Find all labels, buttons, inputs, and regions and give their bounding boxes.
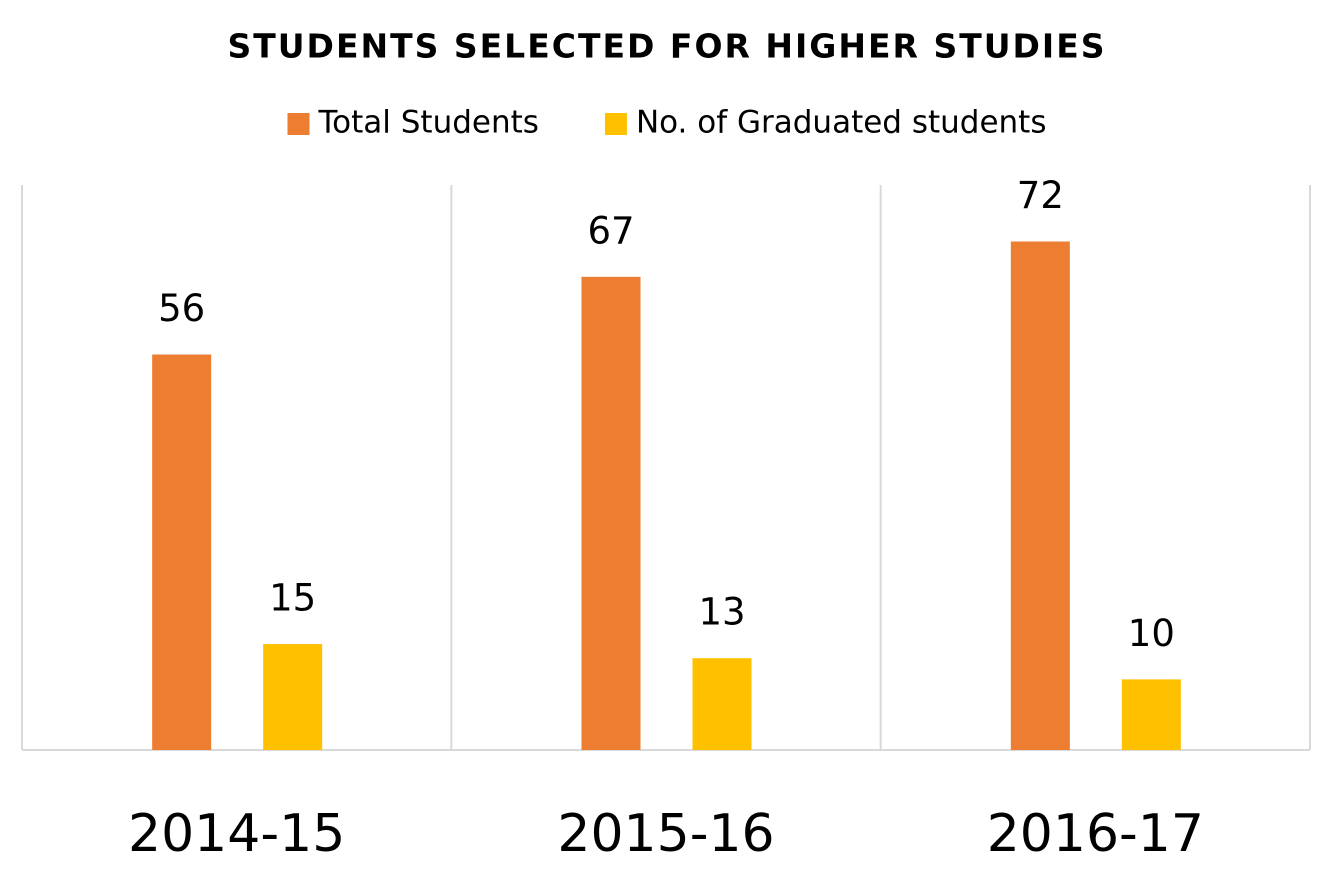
value-label: 56 [158, 287, 205, 330]
value-label: 10 [1128, 612, 1175, 655]
legend-swatch [604, 113, 627, 135]
legend-swatch [287, 113, 310, 135]
bar [152, 354, 212, 750]
value-label: 15 [269, 577, 316, 620]
bar [1121, 679, 1181, 750]
value-label: 67 [587, 209, 634, 252]
bar [263, 644, 323, 750]
value-label: 13 [698, 591, 745, 634]
legend-label: Total Students [318, 105, 539, 141]
legend-label: No. of Graduated students [636, 105, 1047, 141]
x-tick-label: 2014-15 [128, 804, 345, 864]
bar [692, 658, 752, 750]
x-tick-label: 2016-17 [987, 804, 1204, 864]
x-tick-label: 2015-16 [557, 804, 774, 864]
bar [1010, 241, 1070, 750]
bar [581, 276, 641, 750]
chart-title: STUDENTS SELECTED FOR HIGHER STUDIES [227, 27, 1106, 66]
value-label: 72 [1017, 174, 1064, 217]
